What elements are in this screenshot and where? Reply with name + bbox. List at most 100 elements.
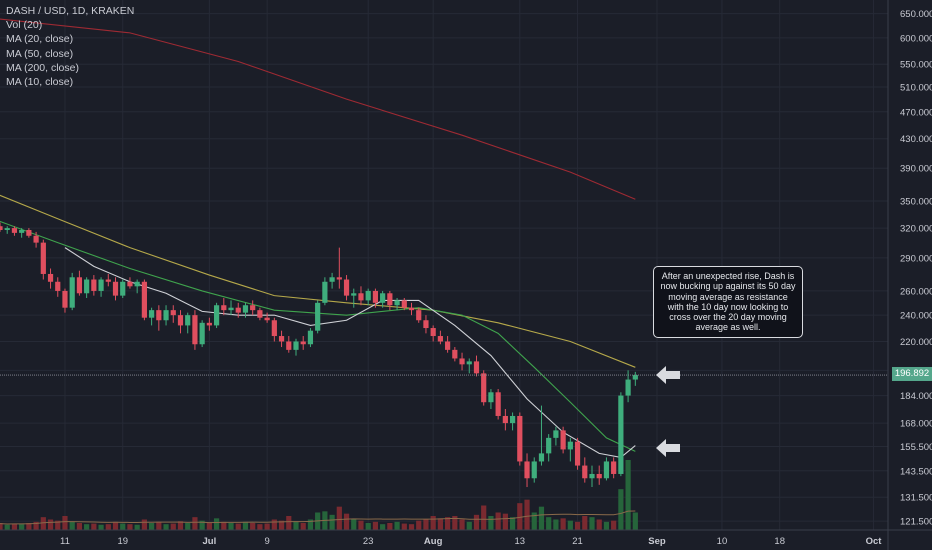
candle-body — [293, 341, 299, 350]
x-tick-label: 21 — [572, 536, 583, 547]
volume-bar — [401, 523, 407, 530]
y-tick-label: 260.000 — [900, 286, 932, 297]
candle-body — [105, 279, 111, 282]
candle-body — [271, 320, 277, 337]
volume-bar — [329, 514, 335, 530]
y-tick-label: 155.500 — [900, 442, 932, 453]
candle-body — [307, 330, 314, 345]
y-tick-label: 320.000 — [900, 224, 932, 235]
candle-body — [531, 461, 537, 479]
candle-body — [567, 441, 573, 450]
candle-body — [553, 430, 559, 438]
candle-body — [98, 279, 104, 291]
candle-body — [156, 310, 162, 321]
volume-bar — [336, 506, 342, 530]
volume-bar — [300, 523, 306, 530]
volume-bar — [343, 513, 350, 530]
indicator-volume: Vol (20) — [6, 19, 43, 32]
volume-bar — [26, 523, 32, 530]
volume-bar — [473, 514, 480, 530]
volume-bar — [177, 521, 184, 530]
y-tick-label: 470.000 — [900, 107, 932, 118]
volume-bar — [452, 516, 458, 530]
candle-body — [0, 226, 3, 230]
candle-body — [47, 273, 54, 282]
volume-bar — [574, 521, 581, 530]
volume-bar — [380, 524, 386, 530]
volume-bar — [199, 520, 205, 530]
volume-bar — [596, 519, 602, 530]
volume-bar — [553, 519, 559, 530]
candle-body — [134, 281, 140, 287]
volume-bar — [358, 520, 364, 530]
volume-bar — [517, 503, 523, 530]
y-tick-label: 550.000 — [900, 60, 932, 71]
volume-bar — [213, 518, 220, 530]
candle-body — [221, 305, 227, 311]
x-tick-label: Aug — [424, 536, 443, 547]
x-tick-label: 18 — [774, 536, 785, 547]
volume-bar — [625, 460, 631, 530]
candle-body — [55, 281, 61, 291]
volume-bar — [278, 520, 285, 530]
chart-title: DASH / USD, 1D, KRAKEN — [6, 5, 135, 17]
ma50-line — [0, 194, 636, 368]
volume-bar — [372, 521, 379, 530]
volume-bar — [69, 521, 75, 530]
candle-body — [517, 415, 523, 462]
x-tick-label: 19 — [117, 536, 128, 547]
candle-body — [127, 281, 133, 287]
candle-body — [343, 279, 350, 296]
candle-body — [336, 277, 342, 280]
volume-bar — [40, 517, 46, 530]
volume-bar — [185, 523, 191, 530]
volume-bar — [134, 524, 140, 530]
volume-bar — [149, 523, 155, 530]
last-price-label: 196.892 — [892, 367, 932, 381]
candle-body — [250, 305, 256, 311]
y-tick-label: 143.500 — [900, 466, 932, 477]
volume-bar — [445, 517, 451, 530]
volume-bar — [264, 523, 270, 530]
volume-ma-line — [0, 510, 636, 525]
left-arrow-icon — [656, 439, 680, 457]
candle-body — [264, 317, 270, 321]
x-tick-label: 23 — [363, 536, 374, 547]
candle-body — [163, 310, 169, 321]
candle-body — [372, 290, 379, 303]
indicator-ma20: MA (20, close) — [6, 33, 74, 46]
ma200-line — [0, 18, 636, 200]
candle-body — [170, 310, 176, 316]
x-tick-label: 10 — [717, 536, 728, 547]
ma10-line — [64, 247, 636, 458]
volume-bar — [228, 523, 234, 530]
volume-bar — [4, 524, 10, 530]
volume-bar — [76, 523, 83, 530]
y-tick-label: 390.000 — [900, 164, 932, 175]
volume-bar — [589, 517, 595, 530]
candle-body — [408, 307, 415, 311]
x-tick-label: Oct — [866, 536, 883, 547]
volume-bar — [509, 517, 516, 530]
candle-body — [546, 437, 552, 454]
candle-body — [199, 322, 205, 345]
volume-bar — [495, 512, 501, 530]
candle-body — [242, 305, 249, 313]
volume-bar — [416, 520, 422, 530]
candle-body — [141, 281, 147, 318]
candle-body — [618, 395, 624, 474]
candle-body — [192, 315, 198, 345]
candle-body — [112, 281, 119, 296]
volume-bar — [0, 523, 3, 530]
candle-body — [495, 392, 501, 416]
candle-body — [481, 373, 487, 403]
volume-bar — [221, 521, 227, 530]
volume-bar — [33, 521, 39, 530]
indicator-ma50: MA (50, close) — [6, 47, 74, 60]
indicator-ma200: MA (200, close) — [6, 61, 79, 74]
x-tick-label: Sep — [648, 536, 666, 547]
volume-bar — [560, 518, 566, 530]
volume-bar — [408, 524, 415, 530]
volume-bar — [156, 521, 162, 530]
volume-bar — [582, 516, 588, 530]
